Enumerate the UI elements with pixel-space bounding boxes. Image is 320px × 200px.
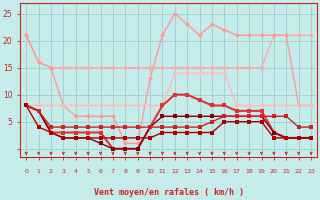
X-axis label: Vent moyen/en rafales ( km/h ): Vent moyen/en rafales ( km/h ): [94, 188, 244, 197]
